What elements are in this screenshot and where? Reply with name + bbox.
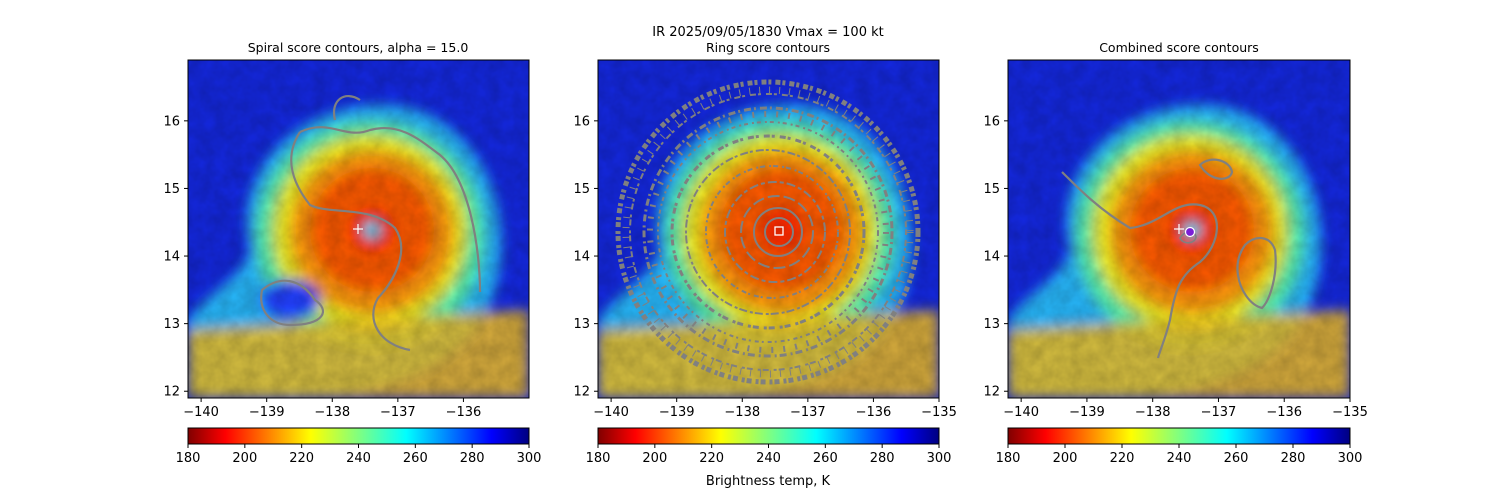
x-tick-label: −140 <box>1003 405 1039 420</box>
x-tick-label: −136 <box>446 405 482 420</box>
colorbar-tick-label: 300 <box>1338 451 1363 466</box>
panel-ring: Ring score contours <box>573 40 956 489</box>
colorbar-tick-label: 240 <box>756 451 781 466</box>
colorbar-ticks-combined: 180 200 220 240 260 280 300 <box>996 444 1363 466</box>
brightness-temp-image-ring <box>598 60 939 398</box>
colorbar-tick-label: 260 <box>1224 451 1249 466</box>
colorbar-tick-label: 180 <box>176 451 201 466</box>
colorbar-tick-label: 220 <box>289 451 314 466</box>
x-tick-label: −135 <box>1332 405 1368 420</box>
x-tick-label: −137 <box>790 405 826 420</box>
x-tick-label: −138 <box>1135 405 1171 420</box>
colorbar-combined <box>1007 427 1351 445</box>
x-tick-label: −138 <box>724 405 760 420</box>
x-tick-label: −140 <box>183 405 219 420</box>
colorbar-ticks-ring: 180 200 220 240 260 280 300 <box>586 444 952 466</box>
panel-title-ring: Ring score contours <box>706 40 830 55</box>
colorbar-tick-label: 220 <box>1110 451 1135 466</box>
x-tick-label: −137 <box>380 405 416 420</box>
colorbar-tick-label: 300 <box>517 451 542 466</box>
y-tick-label: 12 <box>983 385 1000 400</box>
brightness-temp-image-spiral <box>188 60 529 398</box>
y-tick-label: 12 <box>573 385 590 400</box>
axis-ticks-combined: −140 −139 −138 −137 −136 −135 12 13 14 15 16 <box>983 114 1367 420</box>
y-tick-label: 12 <box>163 385 180 400</box>
colorbar-tick-label: 240 <box>1167 451 1192 466</box>
x-tick-label: −139 <box>659 405 695 420</box>
plot-frame-ring <box>597 59 940 399</box>
center-plus-marker <box>1174 224 1184 234</box>
colorbar-tick-label: 280 <box>870 451 895 466</box>
y-tick-label: 16 <box>573 114 590 129</box>
y-tick-label: 16 <box>983 114 1000 129</box>
panel-spiral: Spiral score contours, alpha = 15.0 <box>163 40 541 466</box>
colorbar-ticks-spiral: 180 200 220 240 260 280 300 <box>176 444 542 466</box>
axis-ticks-ring: −140 −139 −138 −137 −136 −135 12 13 14 15 16 <box>573 114 956 420</box>
y-tick-label: 15 <box>163 182 180 197</box>
colorbar-tick-label: 280 <box>1281 451 1306 466</box>
x-tick-label: −139 <box>1069 405 1105 420</box>
figure-suptitle: IR 2025/09/05/1830 Vmax = 100 kt <box>652 25 883 40</box>
panel-combined: Combined score contours <box>983 40 1367 466</box>
colorbar-label: Brightness temp, K <box>706 474 831 489</box>
brightness-temp-image-combined <box>1008 60 1350 398</box>
x-tick-label: −137 <box>1201 405 1237 420</box>
ring-contours <box>615 79 921 385</box>
center-square-marker <box>774 226 784 236</box>
colorbar-tick-label: 180 <box>996 451 1021 466</box>
plot-frame-combined <box>1007 59 1351 399</box>
x-tick-label: −136 <box>856 405 892 420</box>
colorbar-tick-label: 300 <box>927 451 952 466</box>
x-tick-label: −136 <box>1266 405 1302 420</box>
x-tick-label: −140 <box>593 405 629 420</box>
y-tick-label: 13 <box>573 317 590 332</box>
colorbar-tick-label: 200 <box>232 451 257 466</box>
y-tick-label: 13 <box>983 317 1000 332</box>
axis-ticks-spiral: −140 −139 −138 −137 −136 12 13 14 15 16 <box>163 114 481 420</box>
center-plus-marker <box>353 224 363 234</box>
colorbar-ring <box>597 427 940 445</box>
x-tick-label: −139 <box>249 405 285 420</box>
panel-title-combined: Combined score contours <box>1099 40 1259 55</box>
colorbar-tick-label: 280 <box>460 451 485 466</box>
colorbar-tick-label: 220 <box>699 451 724 466</box>
colorbar-tick-label: 260 <box>813 451 838 466</box>
colorbar-tick-label: 200 <box>1053 451 1078 466</box>
y-tick-label: 13 <box>163 317 180 332</box>
colorbar-tick-label: 180 <box>586 451 611 466</box>
y-tick-label: 14 <box>573 250 590 265</box>
y-tick-label: 16 <box>163 114 180 129</box>
x-tick-label: −135 <box>921 405 957 420</box>
center-dot-marker <box>1184 226 1196 238</box>
y-tick-label: 15 <box>573 182 590 197</box>
colorbar-tick-label: 260 <box>403 451 428 466</box>
plot-frame-spiral <box>187 59 530 399</box>
y-tick-label: 14 <box>163 250 180 265</box>
colorbar-tick-label: 240 <box>346 451 371 466</box>
x-tick-label: −138 <box>314 405 350 420</box>
colorbar-tick-label: 200 <box>642 451 667 466</box>
y-tick-label: 15 <box>983 182 1000 197</box>
y-tick-label: 14 <box>983 250 1000 265</box>
panel-title-spiral: Spiral score contours, alpha = 15.0 <box>248 40 469 55</box>
colorbar-spiral <box>187 427 530 445</box>
